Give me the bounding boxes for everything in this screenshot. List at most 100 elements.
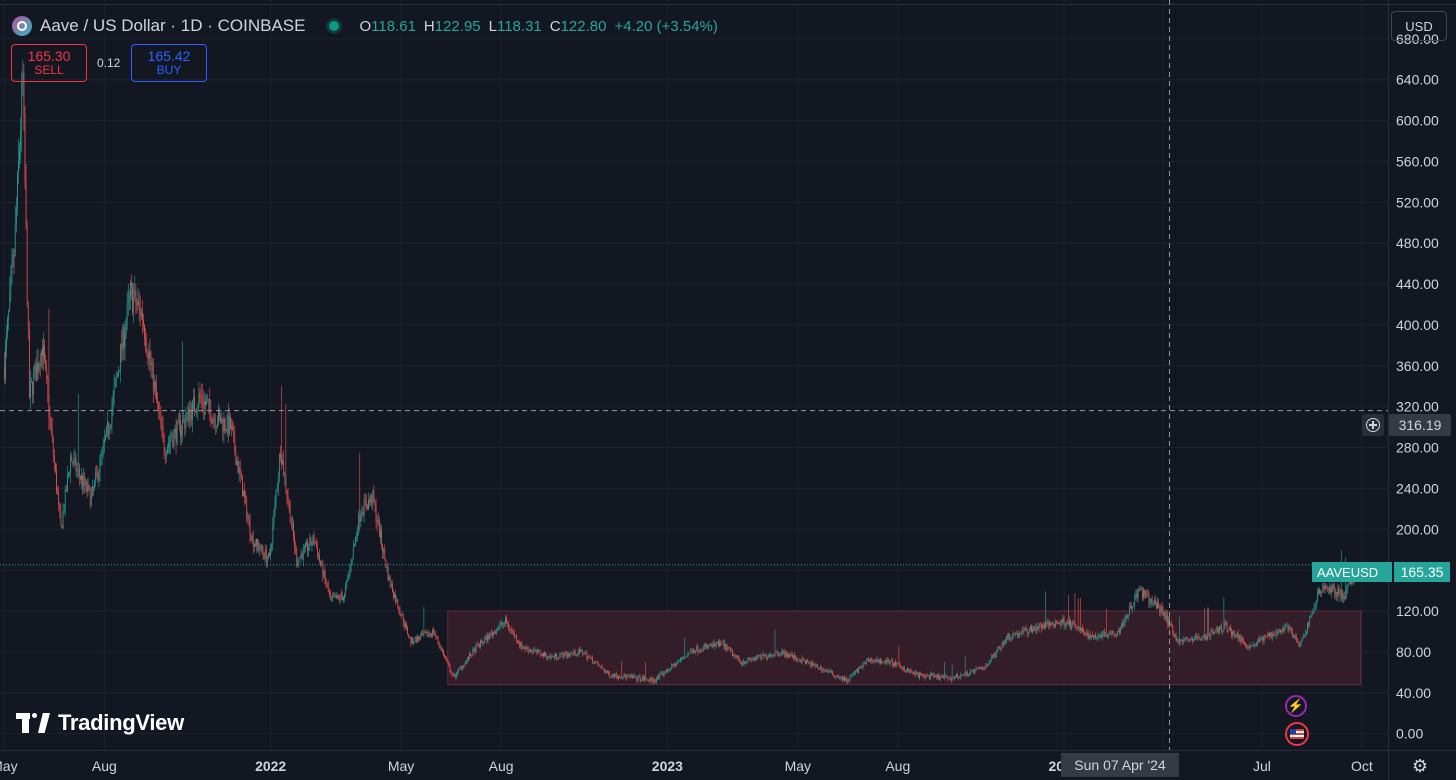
candle-body [1325,585,1327,589]
candle-body [385,558,387,568]
candle-body [428,633,430,635]
candle-body [602,668,604,671]
candle-body [1243,640,1244,643]
gear-icon[interactable]: ⚙ [1411,755,1429,776]
candle-body [1213,632,1215,635]
symbol-title[interactable]: Aave / US Dollar · 1D · COINBASE [40,16,306,35]
candle-body [1053,624,1055,627]
candle-body [1148,593,1150,604]
candle-body [214,419,216,428]
candle-body [1190,638,1192,641]
candle-body [658,676,660,678]
candle-body [634,675,636,677]
candle-body [1244,642,1245,645]
candle-body [1041,624,1043,629]
candle-body [821,666,823,671]
candle-body [1320,592,1321,594]
candle-body [622,677,624,679]
candle-body [593,662,594,664]
candle-body [721,642,723,644]
candle-body [22,73,24,83]
candle-body [951,678,953,681]
candle-body [249,519,251,536]
candle-body [910,669,912,673]
candle-body [1045,622,1046,628]
candle-body [422,633,424,635]
candle-body [889,661,891,665]
candle-body [540,654,542,657]
candle-body [1321,590,1323,594]
candle-body [737,655,739,659]
candle-body [419,638,420,640]
candle-body [136,304,138,306]
buy-button[interactable]: 165.42 BUY [131,44,207,82]
candle-body [477,644,479,646]
candle-body [1105,635,1106,637]
tradingview-logo[interactable]: TradingView [16,710,184,736]
candle-body [292,523,293,525]
candle-body [87,485,89,492]
candle-body [798,659,800,661]
candle-body [527,649,529,652]
candle-body [387,567,389,581]
candle-body [1091,634,1093,637]
candle-body [1124,618,1126,623]
candle-body [178,419,180,422]
currency-select[interactable]: USD [1391,11,1447,41]
candle-body [780,653,781,655]
candle-body [1121,622,1123,628]
candle-body [418,636,419,639]
candle-body [1285,625,1287,628]
candle-body [1239,634,1241,642]
candle-body [286,489,288,497]
candle-body [691,651,693,654]
candle-body [325,579,327,586]
candle-body [25,181,27,228]
candle-body [610,676,612,678]
candle-body [1074,622,1076,628]
candle-body [343,597,344,601]
candle-body [888,659,890,665]
candle-body [1172,626,1174,634]
sell-button[interactable]: 165.30 SELL [11,44,87,82]
candle-body [1111,630,1113,634]
candle-body [5,347,6,380]
candle-body [647,679,649,681]
candle-body [1288,627,1290,630]
candle-body [711,644,713,647]
candle-body [501,622,503,625]
candle-body [243,491,244,497]
candle-body [915,673,917,676]
candle-body [20,130,22,149]
candle-body [203,401,205,408]
candle-body [769,655,770,658]
candle-body [1031,626,1032,633]
candle-body [1126,615,1128,619]
candle-body [1099,635,1101,637]
candle-body [283,460,285,476]
lightning-icon[interactable]: ⚡ [1285,695,1307,717]
candle-body [67,476,68,492]
candle-body [1249,645,1251,649]
candle-body [916,673,918,674]
candle-body [896,662,898,666]
candle-body [56,470,57,492]
candle-body [1134,596,1136,607]
candle-body [223,419,225,432]
candle-body [161,424,163,427]
candle-body [1028,629,1030,633]
us-flag-icon[interactable] [1285,722,1309,746]
candle-body [1043,624,1044,626]
candle-body [106,426,107,436]
plus-circle-icon[interactable] [1362,414,1384,436]
candle-body [110,424,112,429]
y-tick-label: 200.00 [1396,521,1439,537]
candle-body [415,637,417,643]
candle-body [1252,645,1254,646]
candle-body [1319,589,1320,593]
candle-body [1261,637,1263,640]
candle-body [51,428,53,438]
candle-body [641,676,643,680]
candle-body [186,413,188,420]
